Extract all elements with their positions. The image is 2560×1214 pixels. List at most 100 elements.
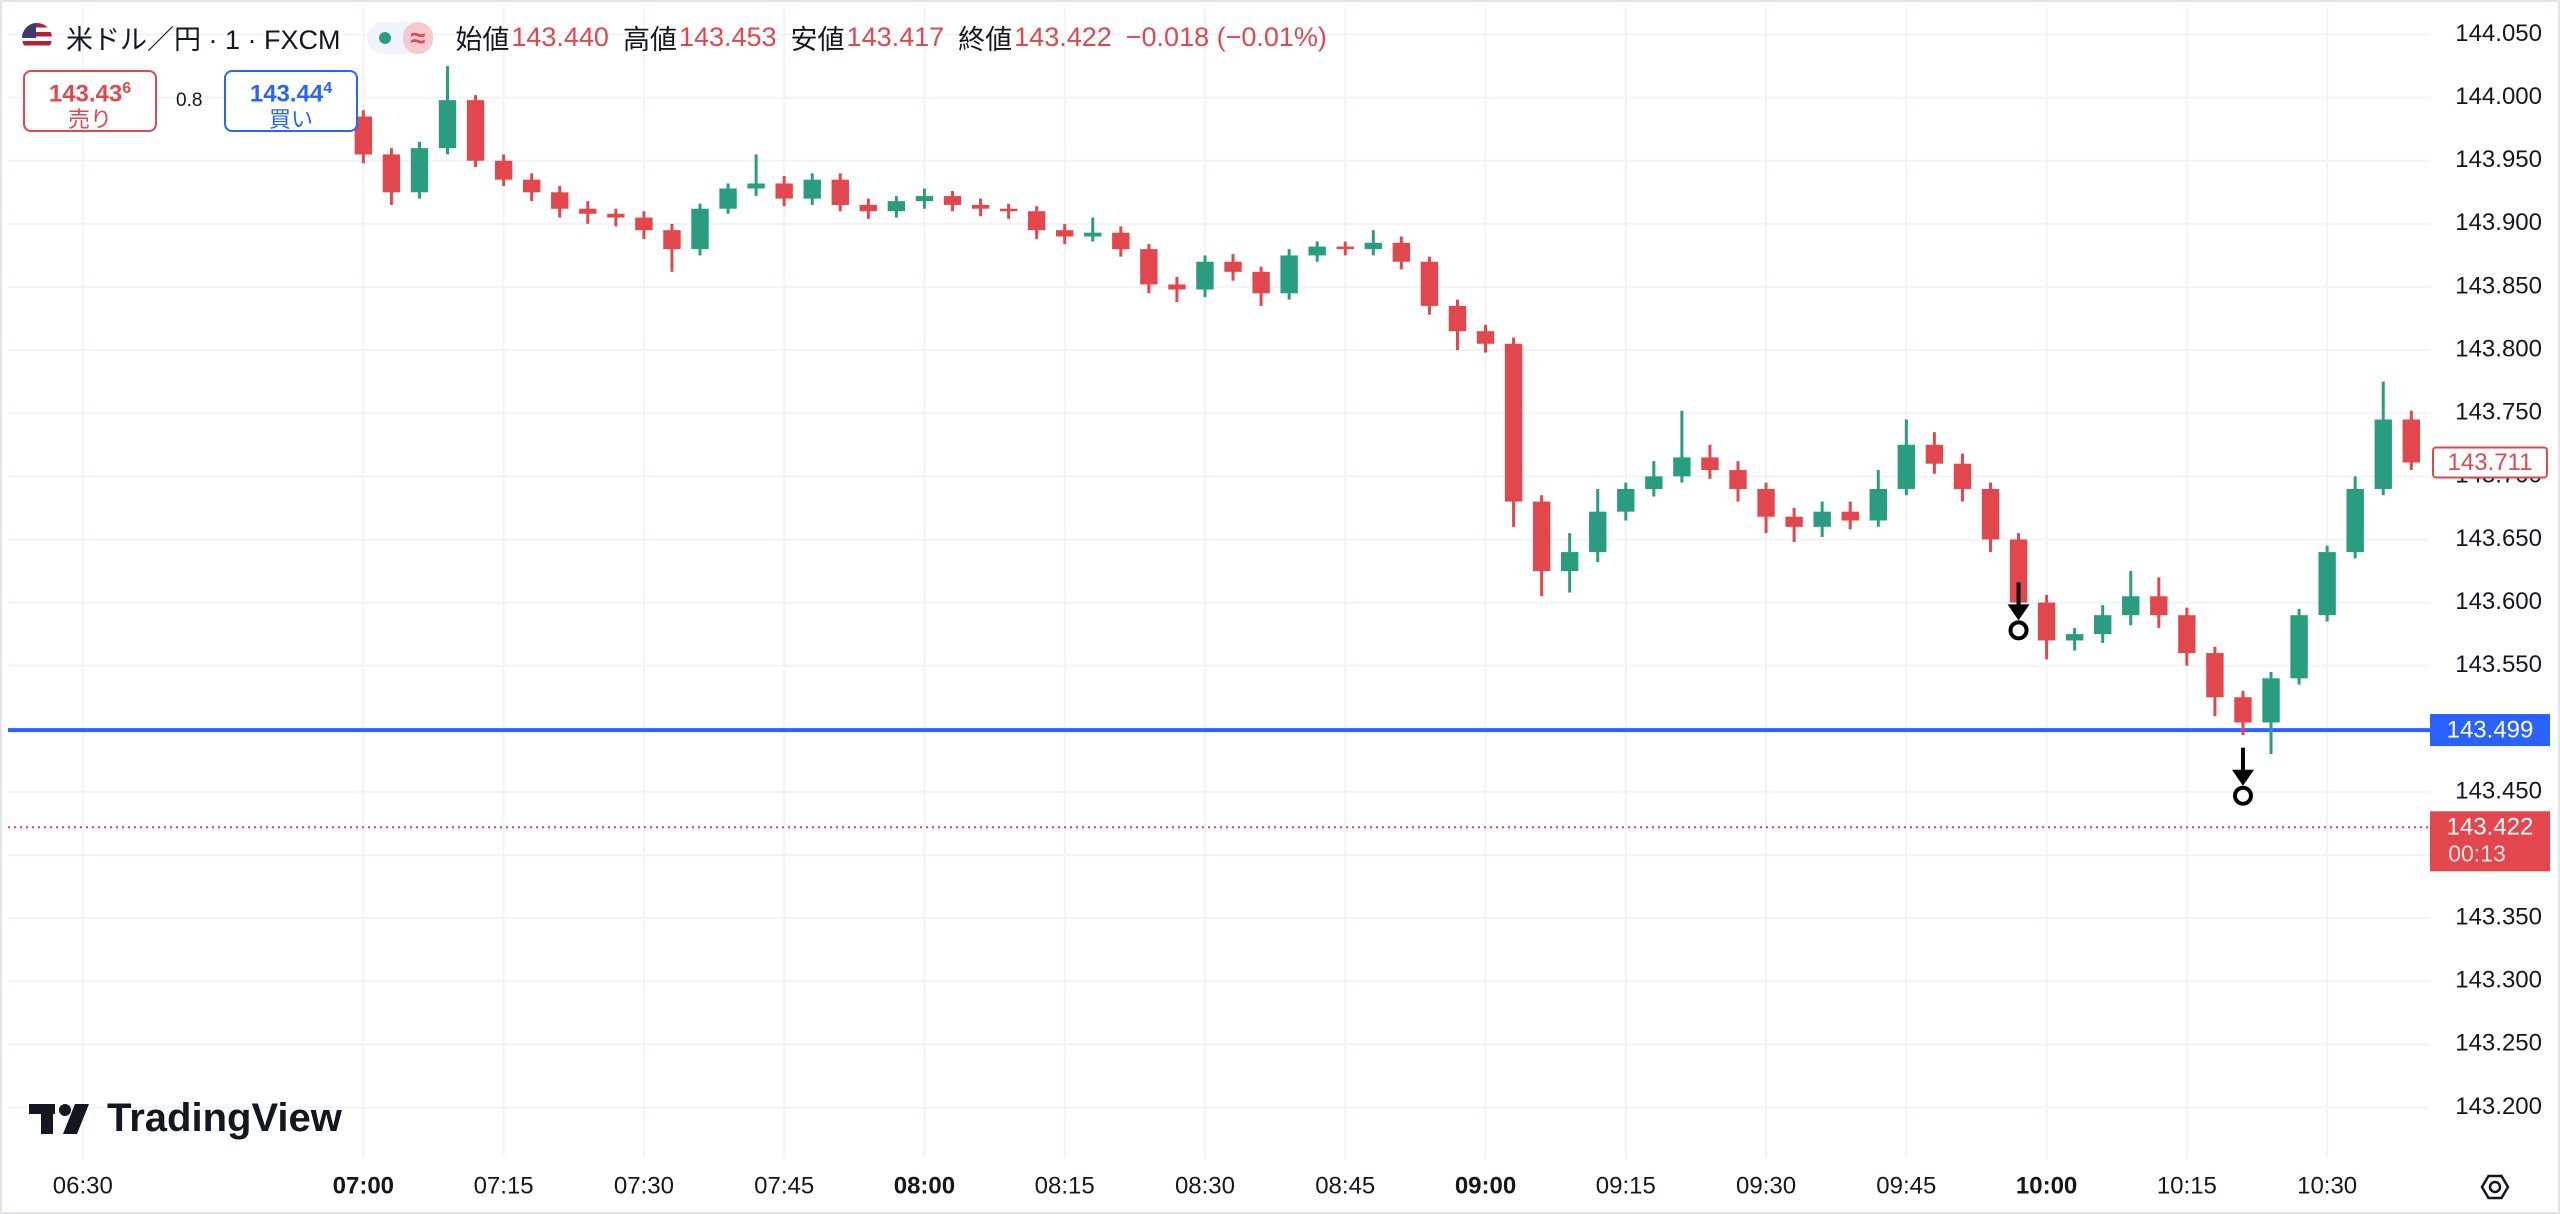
candle-body [1140, 249, 1158, 285]
y-tick-label: 143.850 [2455, 272, 2542, 299]
candle-body [1084, 232, 1102, 237]
buy-button[interactable]: 143.444 買い [224, 70, 358, 132]
x-tick-label: 09:45 [1876, 1172, 1936, 1199]
x-tick-label: 08:45 [1315, 1172, 1375, 1199]
status-pill[interactable]: ≈ [366, 21, 434, 54]
axis-cover [0, 0, 8, 1214]
y-tick-label: 143.350 [2455, 903, 2542, 930]
candle-body [1645, 476, 1663, 489]
y-tick-label: 144.000 [2455, 83, 2542, 110]
candle-body [1448, 305, 1467, 332]
y-tick-label: 143.750 [2455, 399, 2542, 426]
candle-body [1925, 444, 1944, 464]
candle-body [1027, 211, 1046, 231]
candle-body [635, 217, 653, 231]
candle-body [887, 201, 906, 212]
gear-center [2488, 1180, 2502, 1194]
status-dot [378, 31, 391, 44]
symbol[interactable]: 米ドル／円 · 1 · FXCM [66, 25, 341, 55]
price-line-label: 143.499 [2447, 716, 2534, 743]
candle-body [803, 179, 821, 199]
settings-button[interactable] [2480, 1174, 2510, 1200]
candle-body [1673, 457, 1691, 477]
ohlc-value: 143.453 [678, 22, 777, 52]
candle-body [1897, 444, 1916, 489]
y-tick-label: 143.600 [2455, 588, 2542, 615]
y-tick-label: 143.650 [2455, 525, 2542, 552]
y-tick-label: 143.800 [2455, 335, 2542, 362]
candle-body [2206, 653, 2224, 698]
candle-body [859, 204, 878, 212]
candle-body [2290, 615, 2308, 679]
candle-body [1785, 516, 1803, 527]
y-tick-label: 143.450 [2455, 777, 2542, 804]
candle-body [1813, 511, 1831, 527]
ohlc-label: 終値 [958, 25, 1013, 55]
price-line-label: 143.422 [2447, 814, 2534, 841]
candle-body [1392, 242, 1411, 262]
x-tick-label: 08:00 [894, 1172, 955, 1199]
candle-body [2094, 615, 2112, 635]
y-tick-label: 143.250 [2455, 1030, 2542, 1057]
last-price-label: 143.711 [2448, 449, 2533, 476]
candle-body [1364, 242, 1382, 250]
sell-button[interactable]: 143.436 売り [23, 70, 157, 132]
candle-body [1729, 470, 1747, 489]
candle-body [2262, 678, 2280, 723]
candle-body [1420, 261, 1439, 306]
candle-body [438, 100, 457, 149]
marker-arrow [2007, 604, 2030, 621]
flag-icon [22, 22, 52, 53]
candle-body [1617, 488, 1635, 512]
candle-body [2009, 539, 2028, 603]
candle-body [1168, 284, 1186, 290]
candle-body [2402, 419, 2420, 463]
candle-body [1224, 261, 1242, 272]
candle-body [1869, 488, 1887, 521]
candle-body [999, 208, 1018, 212]
ohlc-value: 143.440 [511, 22, 609, 52]
x-tick-label: 09:15 [1596, 1172, 1656, 1199]
ohlc-value: 143.417 [846, 22, 945, 52]
candle-body [2065, 634, 2084, 641]
countdown: 00:13 [2448, 840, 2506, 866]
candle-body [1981, 488, 2000, 540]
marker-circle [2232, 785, 2253, 806]
candle-body [1056, 230, 1074, 237]
candle-body [2150, 596, 2168, 616]
y-tick-label: 143.900 [2455, 209, 2542, 236]
candle-body [831, 179, 849, 205]
plot-area [8, 8, 2430, 1158]
spread: 0.8 [176, 90, 203, 111]
candle-body [2234, 697, 2252, 723]
last-price-box [2432, 446, 2548, 479]
x-tick-label: 09:00 [1455, 1172, 1516, 1199]
signal-marker [2231, 747, 2254, 806]
candle-body [663, 230, 681, 250]
candle-body [1532, 501, 1551, 572]
candle-body [775, 183, 793, 199]
ohlc-label: 安値 [790, 25, 845, 55]
candle-body [382, 154, 401, 193]
buy-price: 143.44 [249, 80, 324, 108]
candle-body [691, 208, 709, 250]
candle-body [1252, 271, 1270, 294]
candle-body [494, 160, 513, 180]
candle-body [1476, 331, 1495, 344]
x-tick-label: 08:30 [1175, 1172, 1235, 1199]
x-tick-label: 08:15 [1035, 1172, 1095, 1199]
gear-outline [2480, 1174, 2510, 1200]
candle-body [1757, 488, 1775, 517]
candle-body [354, 116, 373, 155]
logo-text: TradingView [107, 1096, 342, 1140]
sell-label: 売り [67, 107, 112, 133]
logo[interactable]: TradingView [29, 1096, 342, 1141]
candle-body [2346, 488, 2364, 553]
candle-body [551, 192, 569, 209]
x-tick-label: 07:30 [614, 1172, 674, 1199]
sell-pip: 6 [122, 80, 132, 97]
candle-body [1560, 552, 1579, 572]
